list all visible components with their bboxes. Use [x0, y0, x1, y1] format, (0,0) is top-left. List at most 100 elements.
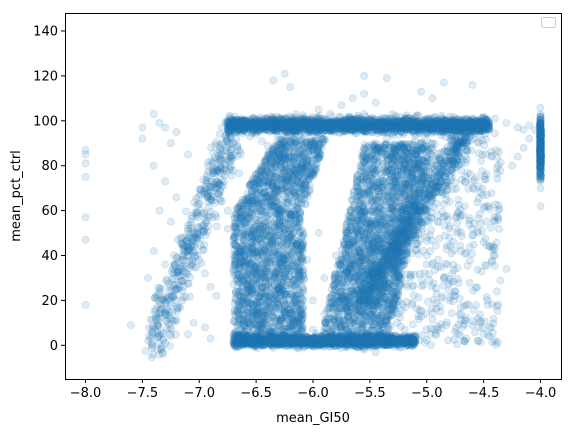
scatter-point-density [259, 116, 268, 125]
scatter-point-density [291, 121, 300, 130]
scatter-point-density [468, 122, 477, 131]
scatter-point-density [297, 121, 305, 130]
scatter-point-density [226, 118, 235, 126]
scatter-point-density [307, 157, 316, 166]
scatter-point-density [399, 123, 408, 132]
scatter-point-density [290, 120, 298, 129]
scatter-point-density [324, 124, 333, 133]
scatter-point-density [428, 122, 436, 131]
scatter-point-density [336, 113, 345, 122]
scatter-point-density [400, 116, 409, 124]
scatter-point-density [383, 122, 392, 130]
scatter-point-density [420, 123, 428, 131]
scatter-point-density [224, 118, 233, 127]
scatter-point-density [322, 119, 331, 127]
scatter-point-density [453, 126, 462, 135]
scatter-point-density [252, 122, 261, 131]
scatter-point-density [233, 203, 241, 212]
scatter-point-density [271, 116, 279, 125]
scatter-point-density [249, 126, 257, 135]
scatter-point-density [296, 135, 305, 144]
scatter-point-density [466, 128, 475, 137]
scatter-point-density [265, 154, 274, 163]
scatter-point-density [314, 152, 323, 161]
scatter-point-density [454, 119, 463, 128]
scatter-point-density [292, 218, 301, 227]
scatter-point-density [272, 180, 281, 188]
scatter-point-density [235, 273, 244, 281]
scatter-point-density [224, 124, 233, 132]
scatter-point-density [235, 118, 244, 127]
scatter-point-density [334, 124, 342, 133]
scatter-point-density [265, 215, 274, 224]
scatter-point-density [416, 125, 425, 133]
scatter-point-density [359, 127, 368, 136]
scatter-point-density [393, 118, 402, 127]
scatter-point-density [349, 125, 358, 134]
scatter-point-density [261, 122, 269, 131]
scatter-point-density [300, 119, 309, 128]
scatter-point-density [287, 118, 296, 127]
scatter-point-density [399, 117, 408, 126]
scatter-point-density [482, 118, 491, 126]
scatter-point-density [244, 121, 252, 130]
scatter-point-density [408, 125, 416, 134]
scatter-point-density [288, 262, 297, 270]
scatter-point-density [462, 129, 471, 138]
scatter-point-density [261, 116, 270, 125]
scatter-point-density [299, 296, 307, 305]
scatter-point-density [428, 124, 436, 133]
scatter-point-density [316, 126, 325, 135]
scatter-point-density [468, 120, 477, 128]
scatter-point-density [352, 120, 361, 129]
scatter-point-density [275, 118, 284, 127]
scatter-point-density [356, 122, 365, 131]
scatter-point-density [269, 194, 278, 203]
scatter-point-density [295, 307, 304, 316]
scatter-point-density [295, 228, 304, 236]
scatter-point-density [443, 123, 452, 131]
scatter-point-density [413, 125, 422, 134]
scatter-point-density [231, 265, 240, 274]
scatter-point-density [434, 124, 443, 133]
scatter-point-density [268, 240, 277, 249]
scatter-point-density [475, 123, 484, 131]
scatter-point-density [421, 122, 430, 130]
scatter-point-density [334, 120, 343, 129]
scatter-point-density [274, 208, 282, 217]
scatter-point-density [228, 119, 237, 127]
scatter-point-density [328, 122, 337, 131]
scatter-point-density [378, 123, 387, 132]
scatter-point-density [295, 178, 303, 187]
scatter-point-density [428, 123, 437, 131]
scatter-point-density [261, 167, 270, 176]
scatter-point-density [235, 116, 243, 125]
scatter-point-density [275, 119, 284, 127]
scatter-point-density [275, 220, 284, 229]
scatter-point-density [395, 119, 404, 128]
scatter-point-density [232, 128, 240, 137]
scatter-point-density [270, 232, 279, 241]
scatter-point-density [301, 190, 310, 199]
scatter-point-density [329, 117, 338, 126]
scatter-point-density [368, 121, 377, 130]
scatter-point-density [276, 127, 285, 136]
scatter-point-density [455, 126, 464, 135]
scatter-point-density [445, 124, 454, 133]
scatter-point-density [283, 121, 292, 129]
scatter-point-density [457, 122, 466, 131]
scatter-point-density [430, 121, 439, 130]
scatter-point-density [326, 122, 334, 131]
scatter-point-density [281, 122, 290, 131]
scatter-point-density [290, 210, 299, 219]
scatter-point-density [317, 143, 326, 152]
scatter-point-density [365, 115, 374, 124]
scatter-point-density [269, 248, 278, 257]
scatter-point-density [406, 118, 414, 126]
scatter-point-density [317, 121, 326, 129]
scatter-point-density [304, 118, 312, 126]
scatter-point-density [393, 121, 402, 130]
scatter-point-density [240, 122, 249, 131]
scatter-point-density [373, 122, 382, 131]
